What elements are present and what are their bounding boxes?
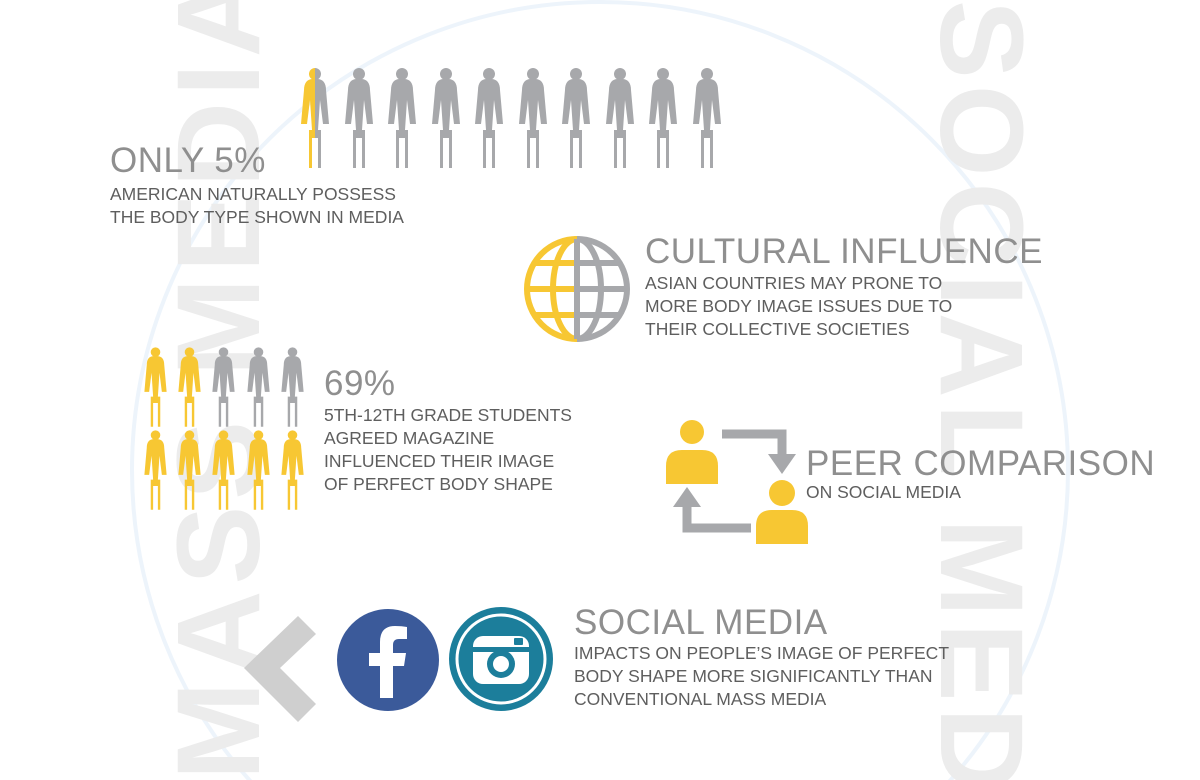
peer-text: ON SOCIAL MEDIA — [806, 481, 961, 504]
female-figure-icon — [559, 68, 593, 169]
female-figure-icon — [690, 68, 724, 169]
arrow-left-up-icon — [671, 485, 751, 535]
female-figure-icon — [516, 68, 550, 169]
female-figure-icon — [142, 347, 169, 428]
female-figure-icon — [646, 68, 680, 169]
female-figure-icon — [142, 430, 169, 511]
globe-icon — [521, 233, 633, 345]
female-figure-icon — [298, 68, 332, 169]
social-text: IMPACTS ON PEOPLE’S IMAGE OF PERFECT BOD… — [574, 642, 949, 711]
peer-heading: PEER COMPARISON — [806, 444, 1156, 483]
female-figure-icon — [210, 347, 237, 428]
cultural-text: ASIAN COUNTRIES MAY PRONE TO MORE BODY I… — [645, 272, 952, 341]
cultural-line-2: MORE BODY IMAGE ISSUES DUE TO — [645, 296, 953, 316]
social-line-3: CONVENTIONAL MASS MEDIA — [574, 689, 827, 709]
cultural-line-1: ASIAN COUNTRIES MAY PRONE TO — [645, 273, 943, 293]
female-figure-icon — [279, 430, 306, 511]
peer-line-1: ON SOCIAL MEDIA — [806, 482, 961, 502]
cultural-heading: CULTURAL INFLUENCE — [645, 232, 1043, 271]
stat-69-line-4: OF PERFECT BODY SHAPE — [324, 474, 553, 494]
stat-69-line-2: AGREED MAGAZINE — [324, 428, 495, 448]
stat-5-line-1: AMERICAN NATURALLY POSSESS — [110, 184, 396, 204]
female-figure-icon — [176, 430, 203, 511]
person-icon — [753, 478, 811, 544]
social-line-2: BODY SHAPE MORE SIGNIFICANTLY THAN — [574, 666, 933, 686]
female-figure-icon — [279, 347, 306, 428]
social-line-1: IMPACTS ON PEOPLE’S IMAGE OF PERFECT — [574, 643, 950, 663]
stat-69-text: 5TH-12TH GRADE STUDENTS AGREED MAGAZINE … — [324, 404, 572, 496]
person-icon — [662, 418, 722, 484]
stat-69-line-1: 5TH-12TH GRADE STUDENTS — [324, 405, 572, 425]
stat-69-line-3: INFLUENCED THEIR IMAGE — [324, 451, 555, 471]
social-heading: SOCIAL MEDIA — [574, 603, 828, 642]
female-figure-icon — [245, 347, 272, 428]
female-figure-icon — [429, 68, 463, 169]
facebook-icon — [336, 608, 440, 712]
female-figure-icon — [210, 430, 237, 511]
stat-5-heading: ONLY 5% — [110, 141, 266, 180]
female-figure-icon — [176, 347, 203, 428]
arrow-right-down-icon — [722, 428, 796, 478]
stat-5-text: AMERICAN NATURALLY POSSESS THE BODY TYPE… — [110, 183, 404, 229]
female-figure-icon — [385, 68, 419, 169]
female-figure-icon — [472, 68, 506, 169]
stat-5-line-2: THE BODY TYPE SHOWN IN MEDIA — [110, 207, 404, 227]
female-figure-icon — [603, 68, 637, 169]
female-figure-icon — [342, 68, 376, 169]
cultural-line-3: THEIR COLLECTIVE SOCIETIES — [645, 319, 910, 339]
stat-69-heading: 69% — [324, 364, 396, 403]
instagram-icon — [448, 606, 554, 712]
female-figure-icon — [245, 430, 272, 511]
chevron-left-icon — [240, 612, 318, 724]
